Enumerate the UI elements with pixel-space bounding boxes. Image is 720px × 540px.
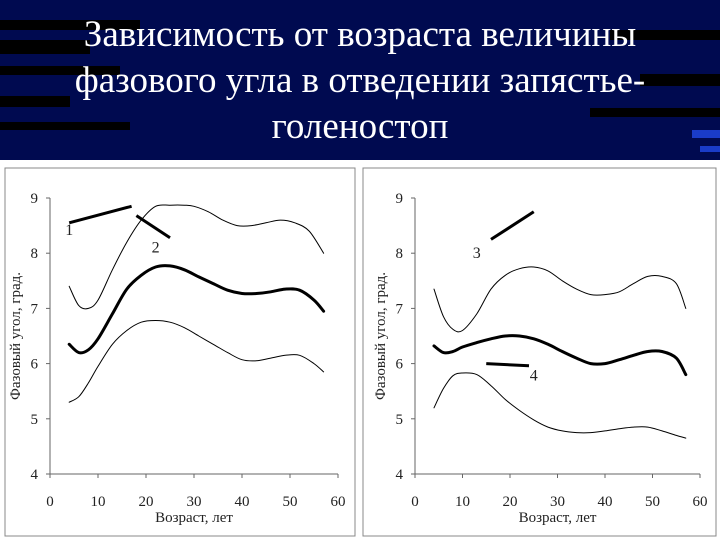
y-tick-label: 6 [31,357,39,373]
y-tick-label: 6 [396,357,404,373]
y-tick-label: 8 [396,246,404,262]
series-line-bound [68,204,325,310]
y-tick-label: 4 [396,467,404,483]
series-line-bound [433,266,687,333]
title-line-3: голеностоп [271,106,449,147]
annotation-label: 1 [65,222,73,239]
slide-title: Зависимость от возраста величины фазовог… [20,12,700,150]
x-tick-label: 0 [411,494,419,510]
annotation-pointer [486,362,530,368]
series-line-bound [68,320,325,403]
x-tick-label: 0 [46,494,54,510]
annotation-pointer [490,210,535,241]
x-tick-label: 10 [455,494,470,510]
x-tick-label: 30 [550,494,565,510]
y-tick-label: 5 [396,412,404,428]
background-stripes [0,20,720,152]
y-tick-label: 5 [31,412,39,428]
x-tick-label: 20 [503,494,518,510]
y-tick-label: 9 [396,191,404,207]
y-tick-label: 7 [31,301,39,317]
x-tick-label: 60 [331,494,346,510]
series-line-bound [433,372,687,439]
x-tick-label: 50 [283,494,298,510]
x-axis-label: Возраст, лет [519,510,597,526]
x-tick-label: 20 [139,494,154,510]
title-line-2: фазового угла в отведении запястье- [74,60,646,101]
series-line-mean [432,334,688,377]
annotation-pointer [135,214,171,239]
x-tick-label: 50 [645,494,660,510]
title-line-1: Зависимость от возраста величины [83,14,637,55]
chart-frame [4,167,356,537]
y-tick-label: 7 [396,301,404,317]
y-tick-label: 8 [31,246,39,262]
y-axis-label: Фазовый угол, град. [8,272,24,400]
y-tick-label: 4 [31,467,39,483]
x-tick-label: 60 [693,494,708,510]
y-tick-label: 9 [31,191,39,207]
y-axis-label: Фазовый угол, град. [373,272,389,400]
series-line-mean [67,264,326,355]
x-tick-label: 10 [91,494,106,510]
x-tick-label: 40 [235,494,250,510]
annotation-label: 4 [530,368,538,385]
annotation-label: 2 [152,240,160,257]
x-tick-label: 30 [187,494,202,510]
x-tick-label: 40 [598,494,613,510]
x-axis-label: Возраст, лет [155,510,233,526]
annotation-label: 3 [473,245,481,262]
annotation-pointer [68,204,132,225]
